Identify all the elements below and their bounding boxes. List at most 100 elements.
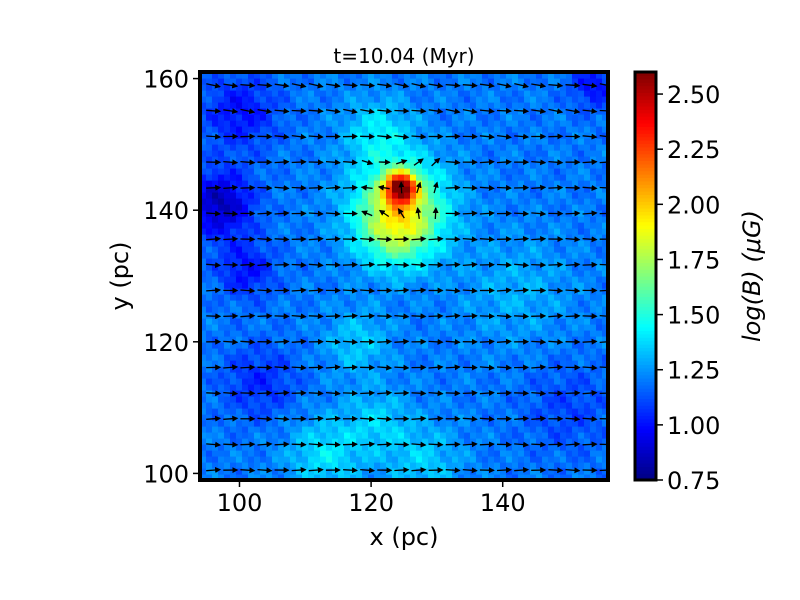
heatmap-cell <box>464 384 471 391</box>
heatmap-cell <box>284 402 291 409</box>
heatmap-cell <box>314 78 321 85</box>
heatmap-cell <box>452 306 459 313</box>
heatmap-cell <box>230 468 237 475</box>
heatmap-cell <box>290 462 297 469</box>
heatmap-cell <box>398 426 405 433</box>
heatmap-cell <box>590 468 597 475</box>
heatmap-cell <box>524 438 531 445</box>
heatmap-cell <box>356 396 363 403</box>
heatmap-cell <box>272 432 279 439</box>
field-vector-arrow <box>415 207 422 220</box>
heatmap-cell <box>428 474 435 480</box>
heatmap-cell <box>380 144 387 151</box>
field-vector-arrow <box>462 390 478 397</box>
heatmap-cell <box>398 264 405 271</box>
heatmap-cell <box>566 120 573 127</box>
field-vector-arrow <box>514 467 530 473</box>
heatmap-cell <box>320 168 327 175</box>
heatmap-cell <box>326 282 333 289</box>
heatmap-cell <box>386 318 393 325</box>
heatmap-cell <box>326 426 333 433</box>
heatmap-cell <box>596 330 603 337</box>
heatmap-cell <box>596 378 603 385</box>
field-vector-arrow <box>206 415 222 422</box>
heatmap-cell <box>578 258 585 265</box>
heatmap-cell <box>446 204 453 211</box>
heatmap-cell <box>398 330 405 337</box>
heatmap-cell <box>344 222 351 229</box>
heatmap-cell <box>362 120 369 127</box>
heatmap-cell <box>476 132 483 139</box>
heatmap-cell <box>218 384 225 391</box>
heatmap-cell <box>350 114 357 121</box>
heatmap-cell <box>506 192 513 199</box>
heatmap-cell <box>578 108 585 115</box>
heatmap-cell <box>410 450 417 457</box>
field-vector-arrow <box>582 338 598 345</box>
heatmap-cell <box>452 102 459 109</box>
heatmap-cell <box>254 120 261 127</box>
heatmap-cell <box>224 348 231 355</box>
heatmap-cell <box>584 240 591 247</box>
heatmap-cell <box>548 294 555 301</box>
heatmap-cell <box>488 78 495 85</box>
heatmap-cell <box>404 450 411 457</box>
heatmap-cell <box>404 396 411 403</box>
heatmap-cell <box>296 294 303 301</box>
heatmap-cell <box>314 276 321 283</box>
heatmap-cell <box>500 186 507 193</box>
heatmap-cell <box>254 204 261 211</box>
heatmap-cell <box>548 252 555 259</box>
heatmap-cell <box>254 102 261 109</box>
heatmap-cell <box>488 192 495 199</box>
heatmap-cell <box>332 156 339 163</box>
heatmap-cell <box>314 318 321 325</box>
heatmap-cell <box>560 168 567 175</box>
heatmap-cell <box>278 90 285 97</box>
heatmap-cell <box>524 378 531 385</box>
heatmap-cell <box>392 90 399 97</box>
heatmap-cell <box>434 276 441 283</box>
heatmap-cell <box>410 348 417 355</box>
heatmap-cell <box>566 324 573 331</box>
heatmap-cell <box>218 192 225 199</box>
heatmap-cell <box>218 162 225 169</box>
heatmap-cell <box>404 168 411 175</box>
heatmap-cell <box>464 360 471 367</box>
heatmap-cell <box>422 402 429 409</box>
heatmap-cell <box>356 156 363 163</box>
heatmap-cell <box>308 252 315 259</box>
heatmap-cell <box>260 318 267 325</box>
heatmap-cell <box>416 312 423 319</box>
heatmap-cell <box>590 288 597 295</box>
heatmap-cell <box>374 306 381 313</box>
heatmap-cell <box>344 228 351 235</box>
heatmap-cell <box>314 216 321 223</box>
heatmap-cell <box>512 216 519 223</box>
heatmap-cell <box>332 474 339 480</box>
heatmap-cell <box>434 450 441 457</box>
heatmap-cell <box>272 450 279 457</box>
heatmap-cell <box>374 198 381 205</box>
heatmap-cell <box>278 72 285 79</box>
heatmap-cell <box>356 318 363 325</box>
heatmap-cell <box>218 246 225 253</box>
heatmap-cell <box>242 438 249 445</box>
heatmap-cell <box>446 360 453 367</box>
heatmap-cell <box>368 96 375 103</box>
heatmap-cell <box>380 288 387 295</box>
heatmap-cell <box>416 120 423 127</box>
heatmap-cell <box>314 252 321 259</box>
heatmap-cell <box>524 240 531 247</box>
heatmap-cell <box>584 384 591 391</box>
heatmap-cell <box>218 78 225 85</box>
field-vector-arrow <box>257 82 273 89</box>
heatmap-cell <box>590 342 597 349</box>
heatmap-cell <box>398 324 405 331</box>
heatmap-cell <box>536 420 543 427</box>
heatmap-cell <box>386 312 393 319</box>
heatmap-cell <box>308 108 315 115</box>
heatmap-cell <box>218 174 225 181</box>
heatmap-cell <box>374 222 381 229</box>
heatmap-cell <box>428 102 435 109</box>
